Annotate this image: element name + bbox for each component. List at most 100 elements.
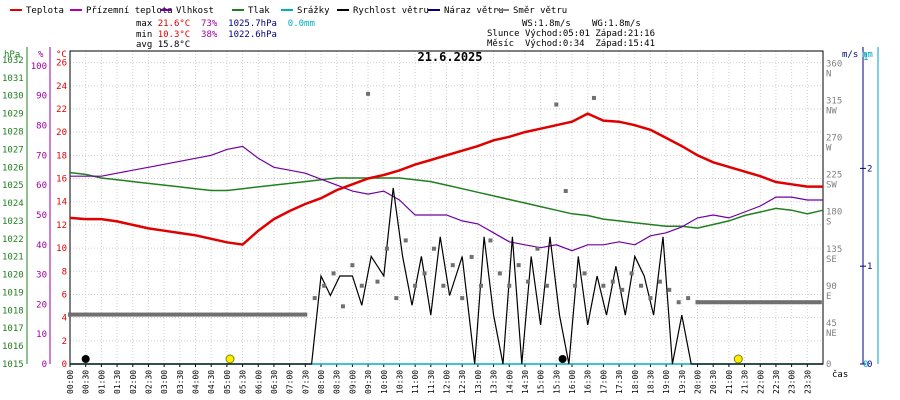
temperature-tick-label: 24 bbox=[56, 82, 67, 92]
x-tick-label: 00:30 bbox=[82, 370, 91, 394]
x-tick-label: 03:30 bbox=[176, 370, 185, 394]
wind-direction-point bbox=[284, 312, 289, 317]
wind-gust-stat: WG:1.8m/s bbox=[592, 19, 641, 29]
pressure-tick-label: 1019 bbox=[2, 288, 24, 298]
legend-label: Přízemní teplota bbox=[86, 6, 173, 16]
humidity-tick-label: 60 bbox=[36, 181, 47, 191]
wind-direction-point bbox=[610, 279, 615, 284]
sun-row: Slunce Východ:05:01 Západ:21:16 bbox=[487, 29, 655, 39]
direction-tick-value: 225 bbox=[826, 171, 842, 181]
wind-direction-point bbox=[526, 279, 531, 284]
x-tick-label: 07:30 bbox=[301, 370, 310, 394]
wind-direction-point bbox=[184, 312, 189, 317]
wind-direction-point bbox=[331, 271, 336, 276]
wind-direction-point bbox=[105, 312, 110, 317]
wind-direction-point bbox=[137, 312, 142, 317]
wind-direction-point bbox=[601, 283, 606, 288]
legend-label: Tlak bbox=[248, 6, 270, 16]
wind-direction-point bbox=[340, 304, 345, 309]
wind-direction-point bbox=[165, 312, 170, 317]
wind-direction-point bbox=[146, 312, 151, 317]
min-humidity: 38% bbox=[201, 30, 218, 40]
x-tick-label: 18:30 bbox=[646, 370, 655, 394]
pressure-tick-label: 1026 bbox=[2, 163, 24, 173]
wind-direction-point bbox=[582, 271, 587, 276]
wind-direction-point bbox=[676, 300, 681, 305]
temperature-tick-label: 26 bbox=[56, 59, 67, 69]
chart-title: 21.6.2025 bbox=[417, 50, 482, 64]
legend-label: Srážky bbox=[297, 6, 330, 16]
wind-direction-point bbox=[777, 300, 782, 305]
pressure-tick-label: 1018 bbox=[2, 306, 24, 316]
wind-direction-point bbox=[108, 312, 113, 317]
x-tick-label: 02:00 bbox=[129, 370, 138, 394]
wind-direction-point bbox=[620, 287, 625, 292]
temperature-tick-label: 0 bbox=[62, 360, 67, 370]
wind-direction-point bbox=[730, 300, 735, 305]
wind-direction-point bbox=[783, 300, 788, 305]
wind-direction-point bbox=[720, 300, 725, 305]
pressure-tick-label: 1027 bbox=[2, 145, 24, 155]
x-tick-label: 20:30 bbox=[709, 370, 718, 394]
wind-direction-point bbox=[708, 300, 713, 305]
direction-tick-value: 270 bbox=[826, 134, 842, 144]
humidity-tick-label: 20 bbox=[36, 300, 47, 310]
wind-direction-point bbox=[413, 283, 418, 288]
stats-max-row: max 21.6°C 73% 1025.7hPa 0.0mm bbox=[136, 19, 315, 29]
wind-direction-point bbox=[118, 312, 123, 317]
humidity-line bbox=[70, 145, 823, 252]
sun-marker bbox=[225, 354, 235, 364]
x-tick-label: 15:30 bbox=[552, 370, 561, 394]
wind-direction-point bbox=[140, 312, 145, 317]
wind-direction-point bbox=[80, 312, 85, 317]
wind-direction-point bbox=[657, 279, 662, 284]
wind-direction-point bbox=[271, 312, 276, 317]
direction-tick-value: 360 bbox=[826, 59, 842, 69]
wind-direction-point bbox=[817, 300, 822, 305]
moon-label: Měsíc bbox=[487, 39, 515, 49]
x-tick-label: 02:30 bbox=[144, 370, 153, 394]
humidity-tick-label: 0 bbox=[42, 360, 47, 370]
x-tick-label: 23:30 bbox=[803, 370, 812, 394]
wind-direction-point bbox=[127, 312, 132, 317]
temperature-unit: °C bbox=[56, 50, 67, 60]
legend-label: Rychlost větru bbox=[353, 6, 429, 16]
wind-direction-point bbox=[698, 300, 703, 305]
wind-direction-point bbox=[686, 296, 691, 301]
wind-direction-point bbox=[795, 300, 800, 305]
moon-row: Měsíc Východ:0:34 Západ:15:41 bbox=[487, 39, 655, 49]
x-tick-label: 10:00 bbox=[380, 370, 389, 394]
wind-direction-point bbox=[231, 312, 236, 317]
moon-marker bbox=[81, 355, 90, 363]
sunset: Západ:21:16 bbox=[595, 29, 655, 39]
x-tick-label: 21:00 bbox=[725, 370, 734, 394]
max-label: max bbox=[136, 19, 153, 29]
wind-direction-point bbox=[256, 312, 261, 317]
wind-direction-point bbox=[259, 312, 264, 317]
wind-direction-point bbox=[253, 312, 258, 317]
wind-tick-label: 0 bbox=[867, 360, 872, 370]
wind-direction-point bbox=[102, 312, 107, 317]
wind-direction-point bbox=[375, 279, 380, 284]
humidity-tick-label: 50 bbox=[36, 211, 47, 221]
wind-direction-point bbox=[758, 300, 763, 305]
x-tick-label: 10:30 bbox=[395, 370, 404, 394]
temperature-tick-label: 2 bbox=[62, 337, 67, 347]
x-tick-label: 01:30 bbox=[113, 370, 122, 394]
avg-label: avg bbox=[136, 40, 153, 50]
min-temp: 10.3°C bbox=[157, 30, 191, 40]
rain-tick-label: 1 bbox=[863, 53, 868, 63]
wind-direction-point bbox=[701, 300, 706, 305]
rain-tick-label: 0 bbox=[863, 360, 868, 370]
wind-direction-point bbox=[773, 300, 778, 305]
wind-direction-point bbox=[736, 300, 741, 305]
wind-direction-point bbox=[780, 300, 785, 305]
humidity-tick-label: 70 bbox=[36, 151, 47, 161]
wind-direction-point bbox=[111, 312, 116, 317]
wind-direction-point bbox=[281, 312, 286, 317]
pressure-tick-label: 1020 bbox=[2, 271, 24, 281]
wind-direction-point bbox=[350, 263, 355, 268]
wind-direction-point bbox=[792, 300, 797, 305]
sun-marker bbox=[733, 354, 743, 364]
